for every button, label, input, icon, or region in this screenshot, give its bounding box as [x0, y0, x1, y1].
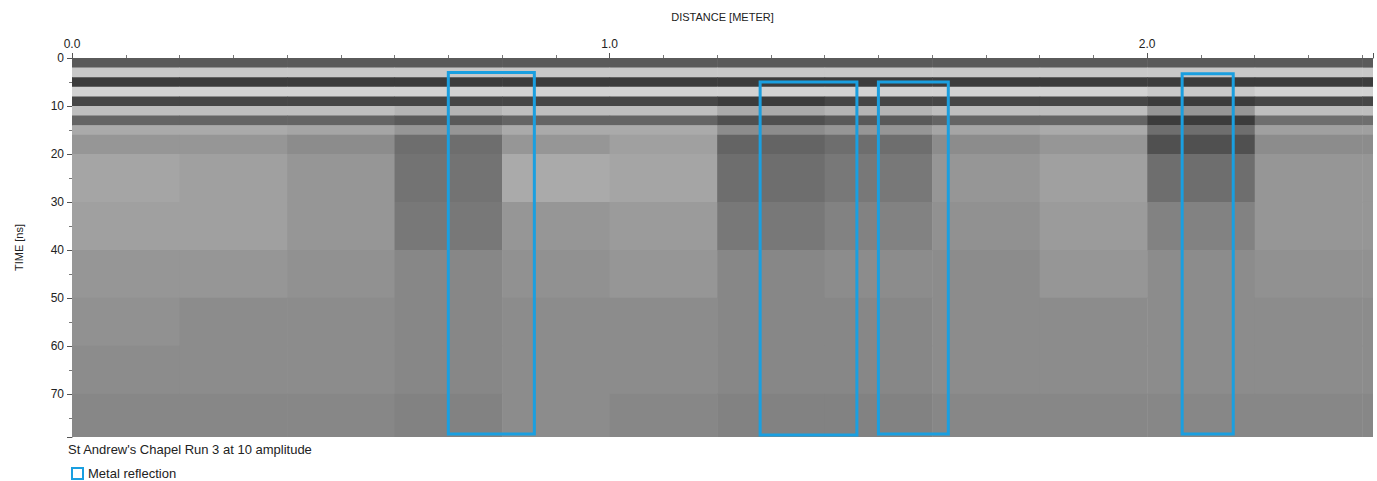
svg-text:50: 50	[51, 291, 65, 305]
svg-text:0.0: 0.0	[64, 37, 81, 51]
svg-text:1.0: 1.0	[601, 37, 618, 51]
svg-text:St Andrew's Chapel Run 3 at 10: St Andrew's Chapel Run 3 at 10 amplitude	[68, 442, 312, 457]
svg-text:DISTANCE [METER]: DISTANCE [METER]	[671, 11, 773, 23]
svg-text:2.0: 2.0	[1139, 37, 1156, 51]
svg-text:70: 70	[51, 387, 65, 401]
svg-text:30: 30	[51, 195, 65, 209]
svg-text:40: 40	[51, 243, 65, 257]
svg-text:10: 10	[51, 99, 65, 113]
svg-text:Metal reflection: Metal reflection	[88, 466, 176, 481]
svg-text:TIME [ns]: TIME [ns]	[13, 224, 25, 271]
svg-text:60: 60	[51, 339, 65, 353]
svg-text:0: 0	[57, 51, 64, 65]
svg-text:20: 20	[51, 147, 65, 161]
